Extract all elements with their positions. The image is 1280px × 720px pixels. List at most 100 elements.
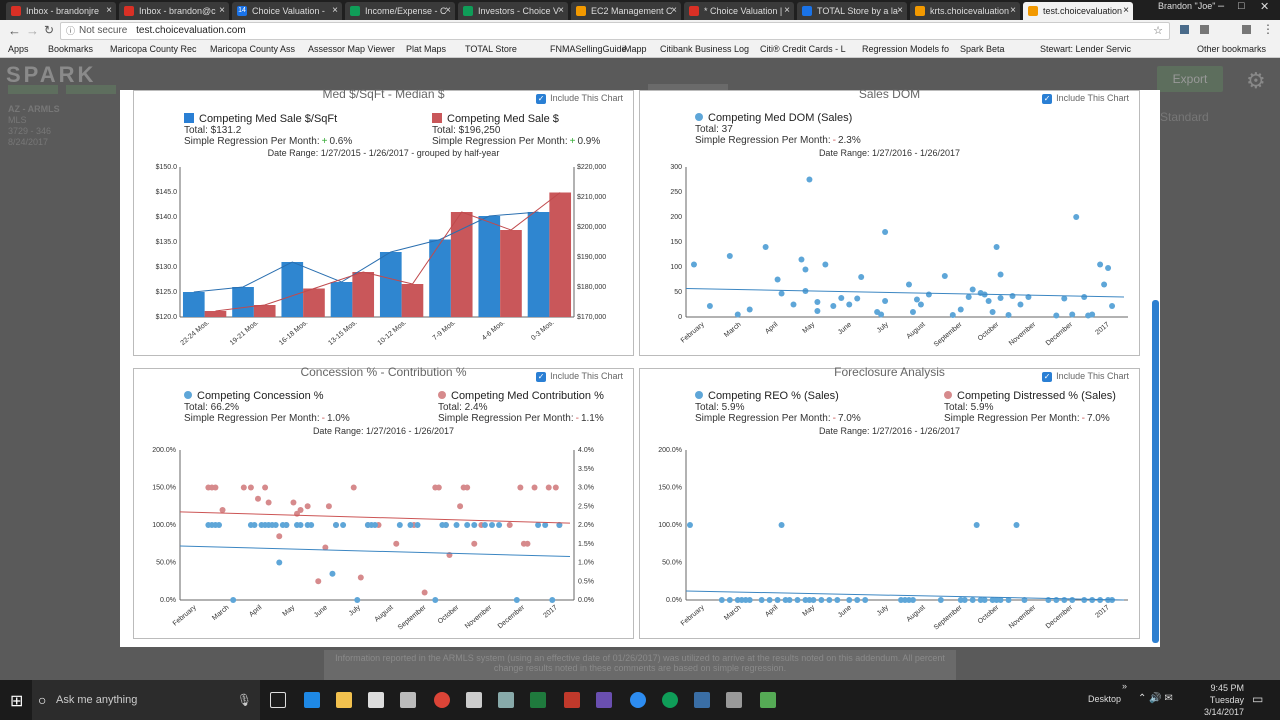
tab-close-icon[interactable]: ×: [671, 5, 677, 16]
browser-tab[interactable]: test.choicevaluation ×: [1023, 2, 1133, 20]
bookmark-item[interactable]: Stewart: Lender Servic: [1040, 44, 1132, 54]
y-tick-label-left: $145.0: [156, 189, 178, 196]
filezilla-icon[interactable]: [564, 692, 580, 708]
browser-tab[interactable]: 14 Choice Valuation - ×: [232, 2, 342, 20]
scatter-point-contribution: [322, 544, 329, 551]
bookmark-item[interactable]: Assessor Map Viewer: [308, 44, 395, 54]
bookmark-item[interactable]: Citibank Business Log: [660, 44, 750, 54]
bookmark-item[interactable]: iMapp: [622, 44, 647, 54]
info-icon[interactable]: ⓘ: [66, 26, 76, 36]
teamviewer-icon[interactable]: [630, 692, 646, 708]
include-chart-checkbox[interactable]: ✓ Include This Chart: [1042, 371, 1129, 382]
store-icon[interactable]: [368, 692, 384, 708]
profile-name[interactable]: Brandon "Joe": [1158, 1, 1216, 11]
tab-close-icon[interactable]: ×: [1123, 5, 1129, 16]
tab-close-icon[interactable]: ×: [445, 5, 451, 16]
browser-tab[interactable]: Income/Expense - C ×: [345, 2, 455, 20]
app-icon[interactable]: [498, 692, 514, 708]
extension-icon[interactable]: [1200, 25, 1209, 34]
clock[interactable]: 9:45 PM Tuesday 3/14/2017: [1196, 682, 1244, 718]
tab-close-icon[interactable]: ×: [219, 5, 225, 16]
bookmark-item[interactable]: Maricopa County Ass: [210, 44, 296, 54]
visual-studio-icon[interactable]: [596, 692, 612, 708]
file-explorer-icon[interactable]: [336, 692, 352, 708]
include-chart-checkbox[interactable]: ✓ Include This Chart: [536, 93, 623, 104]
include-chart-checkbox[interactable]: ✓ Include This Chart: [1042, 93, 1129, 104]
regression-sign: -: [832, 135, 836, 146]
include-chart-checkbox[interactable]: ✓ Include This Chart: [536, 371, 623, 382]
tab-close-icon[interactable]: ×: [784, 5, 790, 16]
scatter-point: [961, 597, 968, 603]
desktop-toolbar[interactable]: Desktop: [1088, 694, 1122, 704]
reload-icon[interactable]: ↻: [44, 23, 55, 37]
bookmark-item[interactable]: Maricopa County Rec: [110, 44, 197, 54]
bar-sqft: [429, 239, 451, 317]
back-icon[interactable]: ←: [8, 23, 21, 38]
bookmark-item[interactable]: Spark Beta: [960, 44, 1005, 54]
app-icon[interactable]: [760, 692, 776, 708]
app-icon[interactable]: [694, 692, 710, 708]
gear-icon[interactable]: ⚙: [1246, 68, 1266, 93]
browser-tab[interactable]: TOTAL Store by a la ×: [797, 2, 907, 20]
nav-button[interactable]: [8, 85, 58, 94]
url-input[interactable]: ⓘ Not secure test.choicevaluation.com ☆: [60, 22, 1170, 40]
y-tick-label-right: $170,000: [577, 314, 606, 321]
minimize-icon[interactable]: –: [1218, 0, 1225, 12]
cast-icon[interactable]: [1242, 25, 1251, 34]
network-tool-icon[interactable]: [726, 692, 742, 708]
regression-label: Simple Regression Per Month:: [695, 413, 831, 424]
bar-sqft: [379, 252, 402, 317]
app-icon[interactable]: [400, 692, 416, 708]
modal-scrollbar[interactable]: [1152, 300, 1159, 643]
scatter-point: [818, 597, 825, 603]
legend-total: Total: 5.9%: [695, 402, 745, 413]
microphone-icon[interactable]: 🎙: [236, 693, 252, 707]
browser-tab[interactable]: Inbox - brandon@c ×: [119, 2, 229, 20]
chevron-icon[interactable]: »: [1122, 681, 1128, 691]
y-tick-label: 50: [674, 289, 682, 296]
scatter-point-concession: [407, 522, 414, 528]
bookmark-item[interactable]: TOTAL Store: [465, 44, 517, 54]
profile-select[interactable]: Standard: [1160, 110, 1209, 124]
tray-icons[interactable]: ⌃ 🔊 ✉: [1138, 693, 1173, 704]
bookmark-item[interactable]: Other bookmarks: [1197, 44, 1267, 54]
tab-close-icon[interactable]: ×: [1010, 5, 1016, 16]
close-window-icon[interactable]: ✕: [1260, 1, 1270, 13]
notifications-icon[interactable]: ▭: [1252, 692, 1264, 706]
browser-tab[interactable]: Inbox - brandonjre ×: [6, 2, 116, 20]
excel-icon[interactable]: [530, 692, 546, 708]
browser-tab[interactable]: EC2 Management C ×: [571, 2, 681, 20]
app-logo: SPARK: [6, 62, 97, 87]
nav-button[interactable]: [66, 85, 116, 94]
scatter-point: [981, 597, 988, 603]
chrome-icon[interactable]: [434, 692, 450, 708]
export-button[interactable]: Export: [1157, 66, 1223, 92]
bookmark-item[interactable]: Plat Maps: [406, 44, 447, 54]
bookmark-item[interactable]: Regression Models fo: [862, 44, 950, 54]
menu-icon[interactable]: ⋮: [1262, 22, 1274, 36]
bookmark-item[interactable]: Citi® Credit Cards - L: [760, 44, 846, 54]
extension-icon[interactable]: [1180, 25, 1189, 34]
tab-close-icon[interactable]: ×: [332, 5, 338, 16]
star-icon[interactable]: ☆: [1153, 25, 1163, 37]
edge-icon[interactable]: [304, 692, 320, 708]
maximize-icon[interactable]: □: [1238, 0, 1245, 12]
browser-tab[interactable]: * Choice Valuation | ×: [684, 2, 794, 20]
windows-start-icon[interactable]: ⊞: [10, 693, 24, 710]
bookmark-item[interactable]: FNMASellingGuide: [550, 44, 627, 54]
browser-tab[interactable]: krts.choicevaluation ×: [910, 2, 1020, 20]
browser-tab[interactable]: Investors - Choice V ×: [458, 2, 568, 20]
bookmark-item[interactable]: Bookmarks: [48, 44, 94, 54]
scatter-point: [794, 597, 801, 603]
task-view-icon[interactable]: [270, 692, 286, 708]
forward-icon[interactable]: →: [26, 23, 39, 38]
hangouts-icon[interactable]: [662, 692, 678, 708]
scatter-point: [746, 597, 753, 603]
calculator-icon[interactable]: [466, 692, 482, 708]
tab-close-icon[interactable]: ×: [106, 5, 112, 16]
cortana-search[interactable]: ○ Ask me anything 🎙: [32, 680, 260, 720]
bookmark-item[interactable]: Apps: [8, 44, 29, 54]
scatter-point: [1089, 311, 1096, 318]
tab-close-icon[interactable]: ×: [558, 5, 564, 16]
tab-close-icon[interactable]: ×: [897, 5, 903, 16]
